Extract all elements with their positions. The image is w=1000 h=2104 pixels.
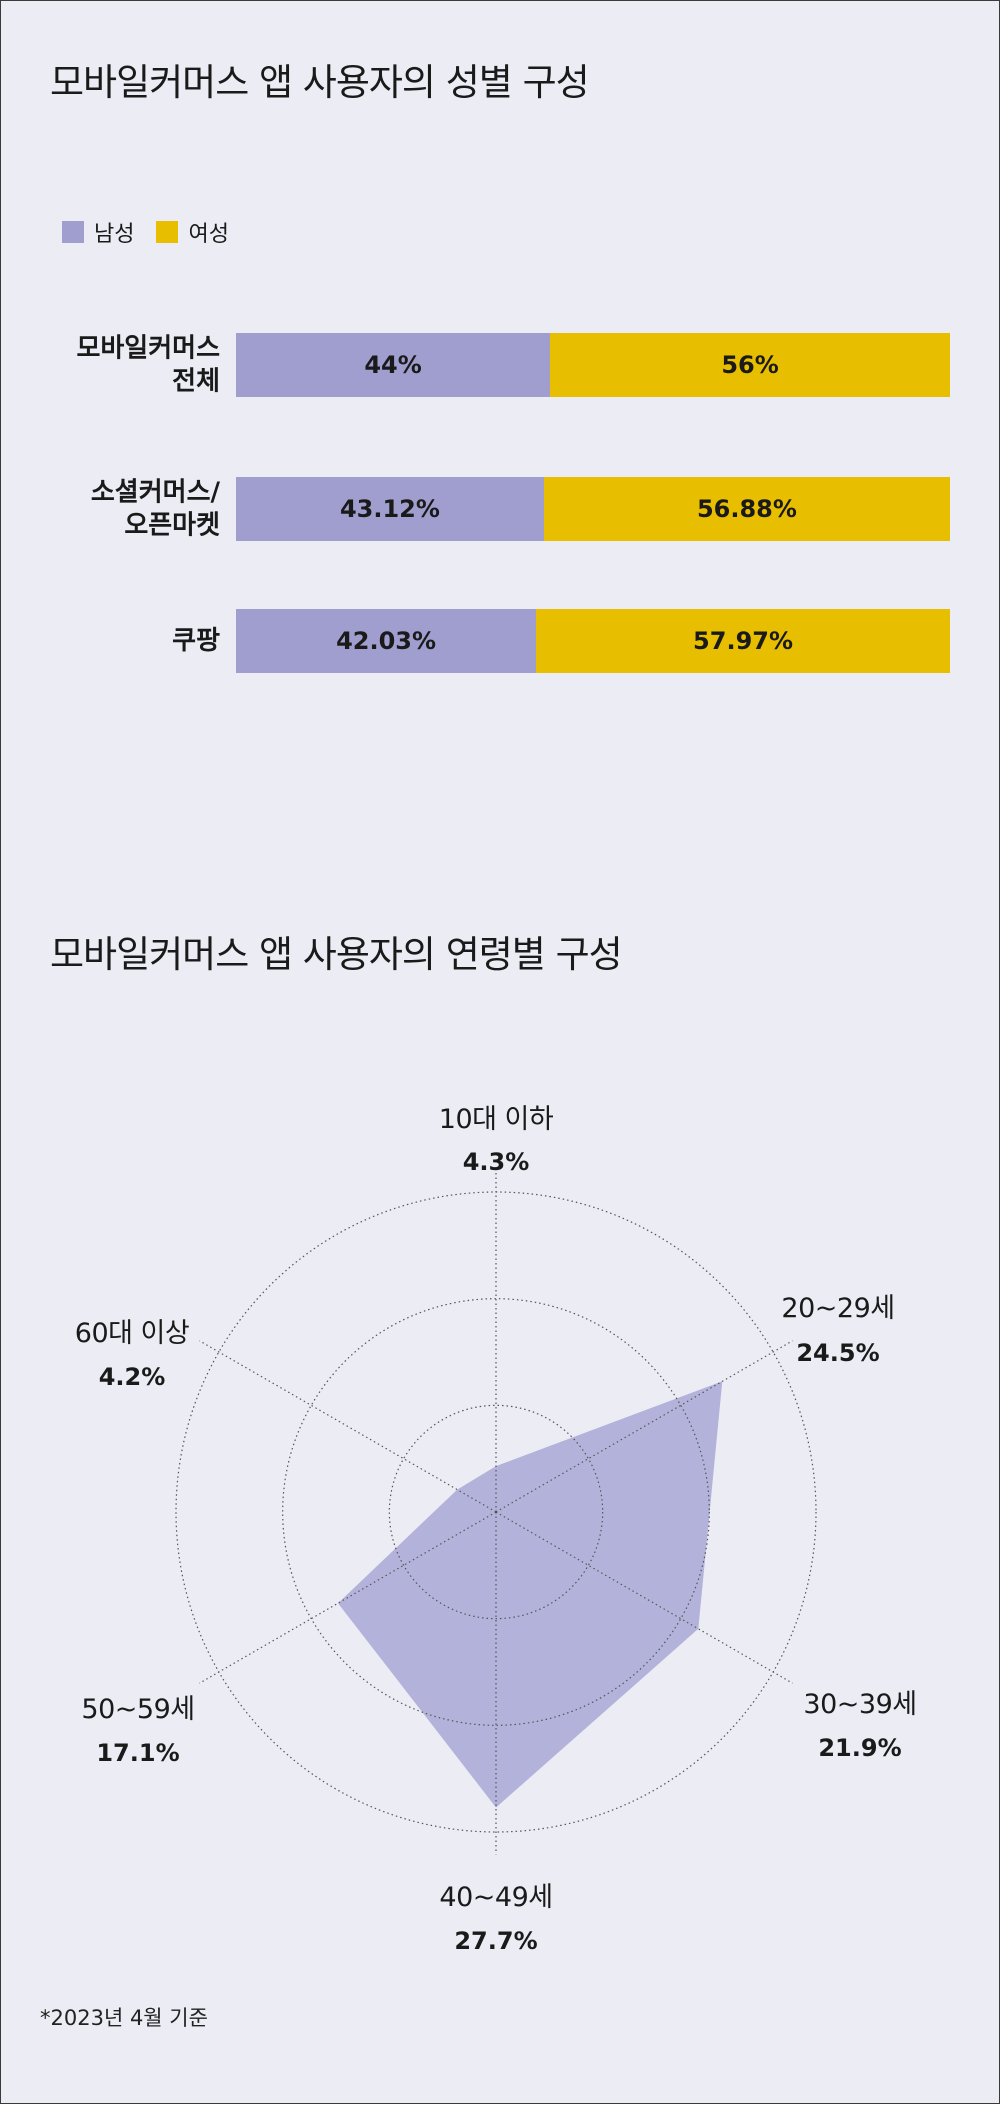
bar-track: 42.03% 57.97% [236,609,950,673]
bar-value-label: 43.12% [339,495,440,523]
radar-value-label: 4.2% [99,1363,166,1391]
bar-category-label: 쿠팡 [172,625,220,656]
radar-axis-label: 40~49세 [439,1882,552,1913]
bar-row: 소셜커머스/ 오픈마켓 43.12% 56.88% [0,477,1000,541]
radar-axis-label: 20~29세 [781,1293,894,1324]
bar-value-label: 44% [364,351,422,379]
radar-axis-spoke [495,1340,793,1513]
radar-axis-label: 50~59세 [81,1694,194,1725]
bar-segment-female: 57.97% [536,609,950,673]
bar-segment-male: 44% [236,333,551,397]
bar-segment-female: 56% [550,333,950,397]
radar-value-label: 17.1% [96,1739,179,1767]
footnote: *2023년 4월 기준 [40,2006,208,2030]
bar-segment-male: 42.03% [236,609,537,673]
legend-swatch-male [62,221,84,243]
bar-value-label: 57.97% [693,627,794,655]
legend: 남성 여성 [62,216,251,248]
radar-axis-spoke [199,1340,497,1513]
radar-axis-label: 60대 이상 [75,1318,189,1349]
bar-row: 모바일커머스 전체 44% 56% [0,333,1000,397]
bar-category-label: 소셜커머스/ 오픈마켓 [90,477,220,541]
radar-axis-spoke [495,1511,793,1684]
legend-label-female: 여성 [188,222,229,247]
age-chart-title: 모바일커머스 앱 사용자의 연령별 구성 [50,933,623,976]
legend-item-female: 여성 [156,216,229,248]
bar-value-label: 56.88% [696,495,797,523]
radar-value-label: 27.7% [454,1927,537,1955]
radar-value-label: 24.5% [796,1339,879,1367]
radar-axis-spoke [199,1511,497,1684]
legend-swatch-female [156,221,179,243]
radar-data-area [338,1381,723,1808]
radar-grid-ring [282,1298,710,1726]
bar-row: 쿠팡 42.03% 57.97% [0,609,1000,673]
radar-axis-label: 10대 이하 [439,1104,554,1135]
radar-value-label: 21.9% [818,1734,901,1762]
legend-label-male: 남성 [94,222,135,247]
gender-chart-title: 모바일커머스 앱 사용자의 성별 구성 [50,61,590,104]
bar-value-label: 42.03% [336,627,437,655]
bar-segment-female: 56.88% [543,477,950,541]
legend-item-male: 남성 [62,216,134,248]
bar-track: 43.12% 56.88% [236,477,950,541]
bar-category-label: 모바일커머스 전체 [76,333,220,397]
radar-grid-ring [175,1191,817,1833]
bar-segment-male: 43.12% [236,477,544,541]
bar-value-label: 56% [721,351,779,379]
bar-track: 44% 56% [236,333,950,397]
radar-value-label: 4.3% [463,1148,530,1176]
radar-grid-ring [388,1404,604,1620]
radar-axis-label: 30~39세 [803,1689,916,1720]
